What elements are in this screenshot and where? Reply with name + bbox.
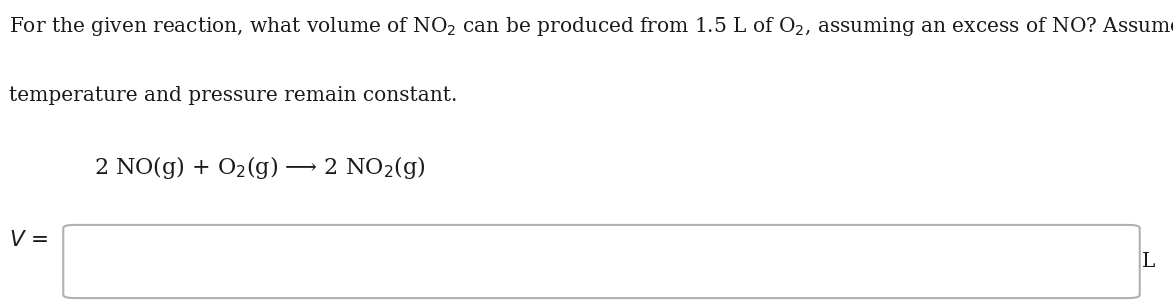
Text: L: L [1143,252,1155,271]
Text: 2 NO(g) + O$_2$(g) ⟶ 2 NO$_2$(g): 2 NO(g) + O$_2$(g) ⟶ 2 NO$_2$(g) [94,154,426,181]
Text: $V$ =: $V$ = [9,229,48,251]
Text: For the given reaction, what volume of NO$_2$ can be produced from 1.5 L of O$_2: For the given reaction, what volume of N… [9,15,1173,38]
FancyBboxPatch shape [63,225,1140,298]
Text: temperature and pressure remain constant.: temperature and pressure remain constant… [9,86,457,105]
